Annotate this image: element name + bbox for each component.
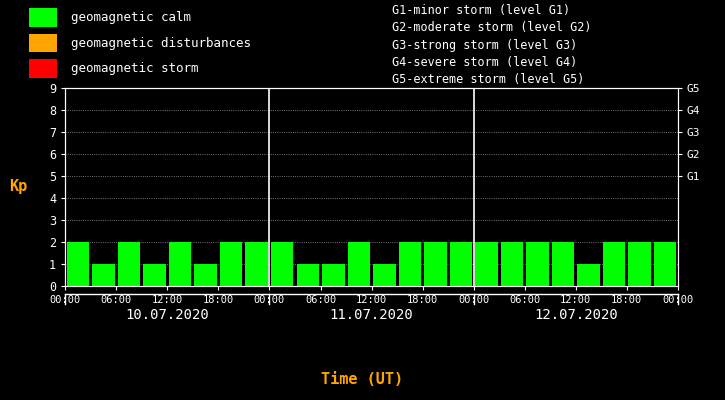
Text: geomagnetic disturbances: geomagnetic disturbances (71, 36, 251, 50)
Text: geomagnetic calm: geomagnetic calm (71, 11, 191, 24)
Bar (373, 264, 396, 286)
Bar (552, 242, 574, 286)
Bar (322, 264, 344, 286)
Text: 12.07.2020: 12.07.2020 (534, 308, 618, 322)
Text: G4-severe storm (level G4): G4-severe storm (level G4) (392, 56, 577, 69)
Bar (144, 264, 166, 286)
Bar (169, 242, 191, 286)
Bar (220, 242, 242, 286)
Bar (92, 264, 115, 286)
Bar (297, 264, 319, 286)
Bar (194, 264, 217, 286)
Bar (602, 242, 625, 286)
Text: G2-moderate storm (level G2): G2-moderate storm (level G2) (392, 22, 591, 34)
Text: geomagnetic storm: geomagnetic storm (71, 62, 199, 75)
Bar (654, 242, 676, 286)
Text: 10.07.2020: 10.07.2020 (125, 308, 210, 322)
Text: G3-strong storm (level G3): G3-strong storm (level G3) (392, 39, 577, 52)
Text: 11.07.2020: 11.07.2020 (330, 308, 413, 322)
Bar (629, 242, 651, 286)
FancyBboxPatch shape (29, 8, 57, 27)
Bar (475, 242, 497, 286)
Bar (450, 242, 472, 286)
Bar (118, 242, 141, 286)
Text: G1-minor storm (level G1): G1-minor storm (level G1) (392, 4, 570, 17)
Bar (399, 242, 421, 286)
Bar (501, 242, 523, 286)
Text: Kp: Kp (9, 178, 28, 194)
Bar (271, 242, 294, 286)
FancyBboxPatch shape (29, 59, 57, 78)
Bar (67, 242, 89, 286)
Text: Time (UT): Time (UT) (321, 372, 404, 388)
Bar (424, 242, 447, 286)
Text: G5-extreme storm (level G5): G5-extreme storm (level G5) (392, 73, 584, 86)
Bar (246, 242, 268, 286)
FancyBboxPatch shape (29, 34, 57, 52)
Bar (577, 264, 600, 286)
Bar (347, 242, 370, 286)
Bar (526, 242, 549, 286)
